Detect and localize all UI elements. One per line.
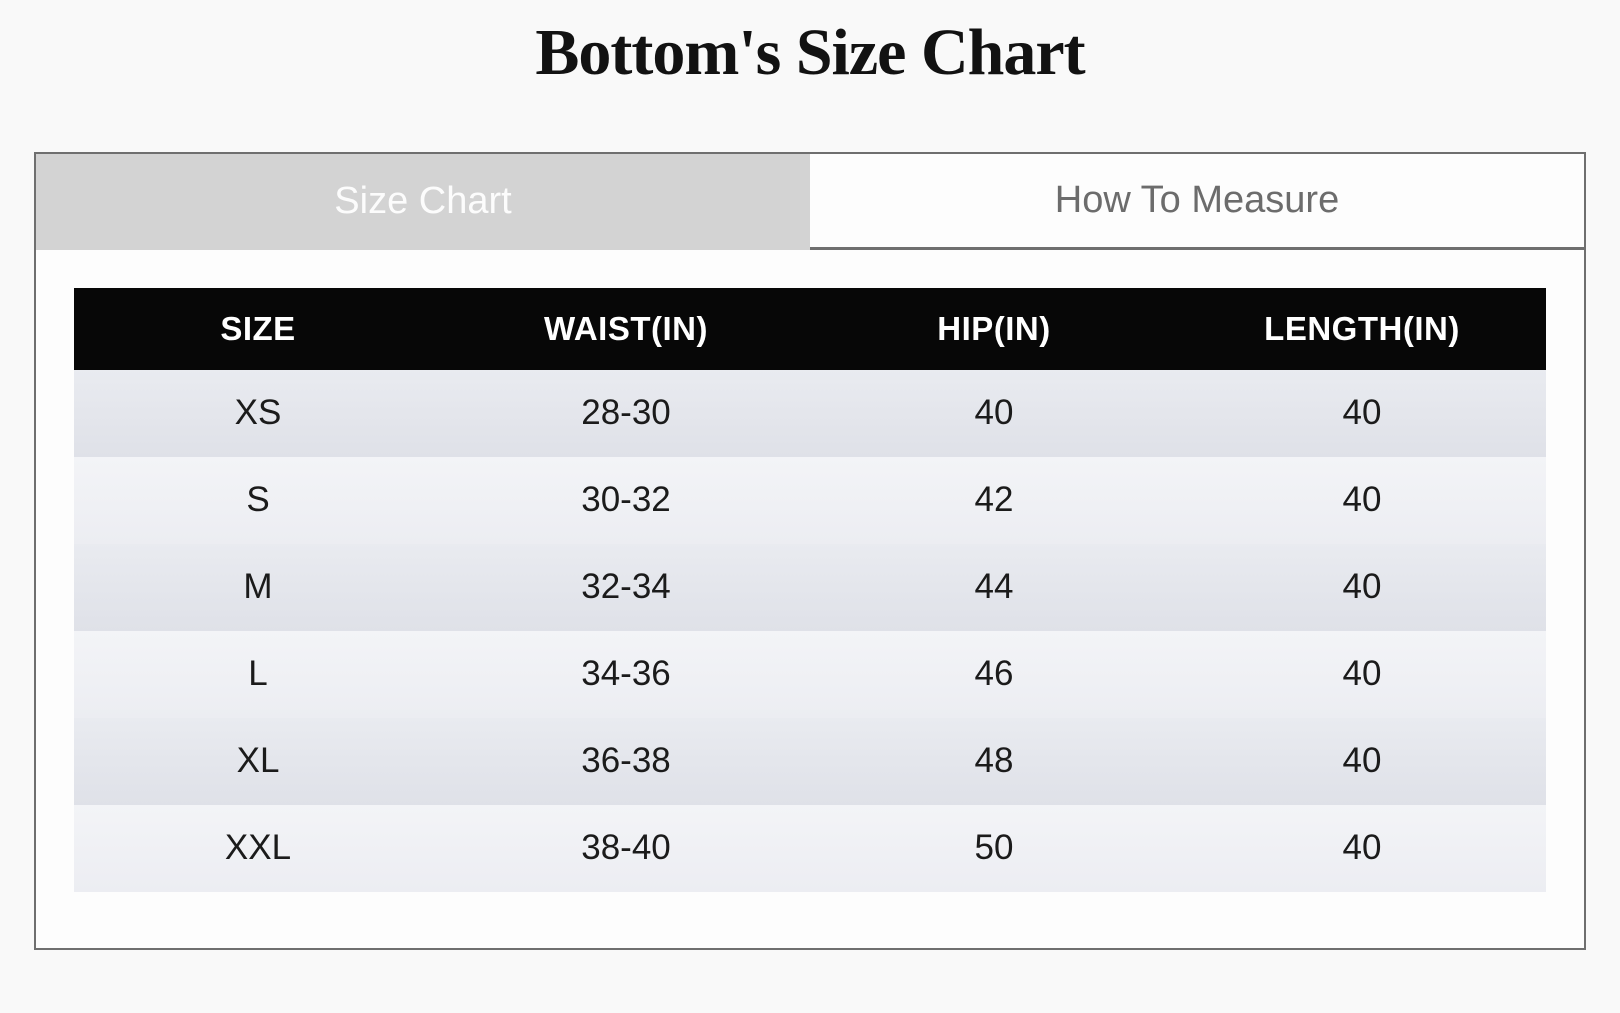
- header-size: SIZE: [74, 287, 442, 370]
- table-cell: XXL: [224, 828, 292, 868]
- table-row: XL 36-38 48 40: [74, 717, 1546, 805]
- table-cell: 44: [974, 567, 1014, 607]
- table-cell: L: [248, 654, 268, 694]
- tab-how-to-measure[interactable]: How To Measure: [810, 153, 1584, 250]
- table-cell: S: [246, 480, 270, 520]
- table-cell: 28-30: [581, 393, 671, 433]
- tab-size-chart[interactable]: Size Chart: [36, 153, 810, 250]
- header-length: LENGTH(IN): [1178, 287, 1546, 370]
- table-cell: 50: [974, 828, 1014, 868]
- table-cell: XL: [236, 741, 280, 781]
- table-row: L 34-36 46 40: [74, 630, 1546, 718]
- tab-bar: Size Chart How To Measure: [36, 153, 1584, 250]
- table-row: XS 28-30 40 40: [74, 369, 1546, 457]
- table-cell: 42: [974, 480, 1014, 520]
- header-waist: WAIST(IN): [442, 287, 810, 370]
- table-cell: XS: [234, 393, 282, 433]
- table-row: S 30-32 42 40: [74, 456, 1546, 544]
- header-hip: HIP(IN): [810, 287, 1178, 370]
- table-cell: 40: [974, 393, 1014, 433]
- table-cell: 40: [1342, 480, 1382, 520]
- table-row: M 32-34 44 40: [74, 543, 1546, 631]
- table-cell: 36-38: [581, 741, 671, 781]
- table-cell: 46: [974, 654, 1014, 694]
- table-cell: 38-40: [581, 828, 671, 868]
- table-row: XXL 38-40 50 40: [74, 804, 1546, 892]
- page-title: Bottom's Size Chart: [535, 16, 1085, 89]
- table-cell: 40: [1342, 567, 1382, 607]
- table-cell: 30-32: [581, 480, 671, 520]
- table-cell: 34-36: [581, 654, 671, 694]
- size-chart-panel: Size Chart How To Measure SIZE WAIST(IN)…: [34, 151, 1586, 950]
- table-cell: 40: [1342, 393, 1382, 433]
- table-cell: M: [243, 567, 273, 607]
- table-cell: 32-34: [581, 567, 671, 607]
- table-header-row: SIZE WAIST(IN) HIP(IN) LENGTH(IN): [74, 287, 1546, 370]
- table-cell: 48: [974, 741, 1014, 781]
- table-cell: 40: [1342, 741, 1382, 781]
- table-cell: 40: [1342, 654, 1382, 694]
- size-table: SIZE WAIST(IN) HIP(IN) LENGTH(IN) XS 28-3…: [74, 287, 1546, 892]
- table-cell: 40: [1342, 828, 1382, 868]
- size-chart-content: SIZE WAIST(IN) HIP(IN) LENGTH(IN) XS 28-3…: [36, 250, 1584, 948]
- size-table-body: XS 28-30 40 40 S 30-32 42 40 M 32-34 44 40 L 34-36 46 4…: [74, 369, 1546, 892]
